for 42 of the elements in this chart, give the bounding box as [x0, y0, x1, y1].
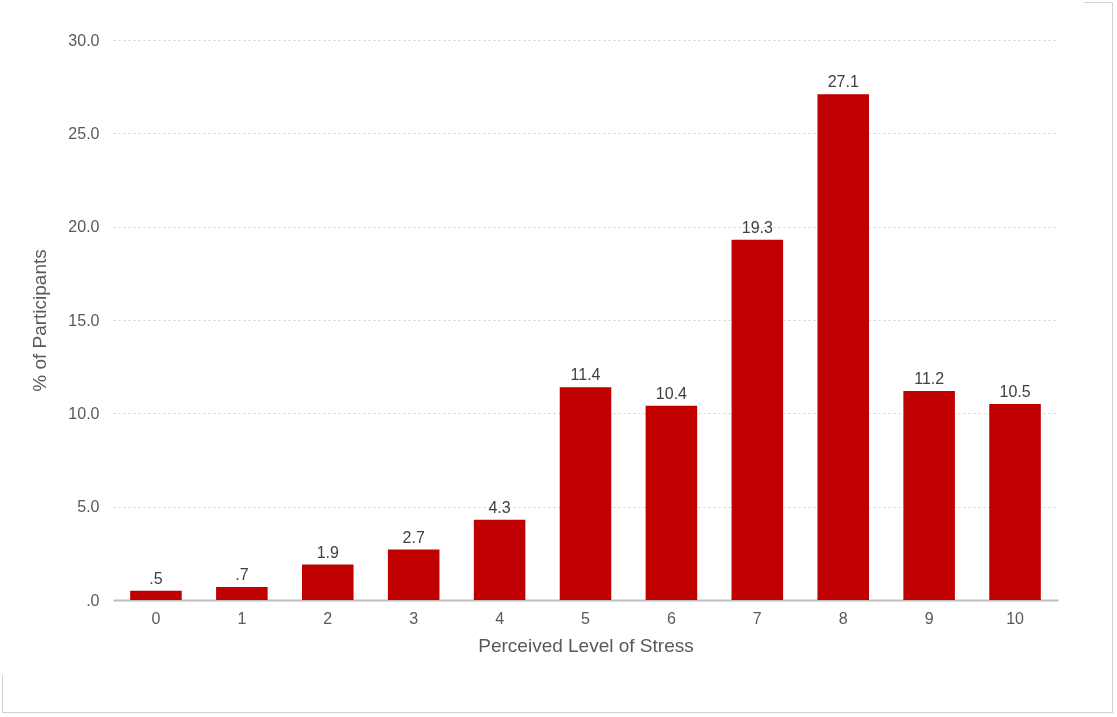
bar [645, 405, 698, 600]
y-tick-label: 20.0 [68, 218, 100, 236]
x-tick-label: 3 [409, 609, 419, 627]
data-label: 2.7 [402, 528, 425, 546]
bar [216, 586, 268, 600]
x-tick-label: 2 [323, 609, 333, 627]
x-tick-label: 4 [495, 609, 505, 627]
y-tick-label: 15.0 [68, 311, 100, 329]
x-tick-label: 5 [581, 609, 591, 627]
bar [130, 590, 182, 600]
bar [731, 239, 784, 600]
data-label: 10.5 [999, 383, 1031, 400]
bar [817, 94, 869, 600]
data-label: 10.4 [655, 384, 688, 402]
y-tick-label: .0 [86, 591, 100, 609]
y-tick-label: 5.0 [77, 498, 100, 516]
bar [989, 404, 1041, 600]
data-label: 4.3 [488, 498, 511, 516]
bar [473, 519, 526, 600]
bar [559, 387, 612, 600]
x-tick-label: 8 [838, 609, 848, 627]
data-label: .5 [149, 569, 163, 587]
bar [302, 564, 354, 600]
y-tick-label: 25.0 [68, 124, 100, 142]
data-label: 1.9 [316, 543, 339, 561]
data-label: 19.3 [741, 218, 773, 236]
x-axis-title: Perceived Level of Stress [478, 634, 694, 656]
bar [387, 549, 440, 600]
data-label: 11.2 [914, 369, 945, 387]
x-tick-label: 10 [1006, 609, 1025, 627]
x-tick-label: 6 [666, 609, 676, 627]
y-tick-label: 30.0 [68, 31, 100, 49]
x-tick-label: 0 [151, 609, 161, 627]
x-tick-label: 1 [237, 609, 247, 627]
x-tick-label: 7 [752, 609, 762, 627]
data-label: .7 [235, 565, 249, 583]
x-tick-label: 9 [924, 609, 934, 627]
data-label: 27.1 [827, 73, 859, 91]
data-label: 11.4 [570, 366, 601, 384]
y-axis-title: % of Participants [29, 249, 51, 392]
y-tick-label: 10.0 [68, 404, 100, 422]
bar [903, 390, 955, 600]
